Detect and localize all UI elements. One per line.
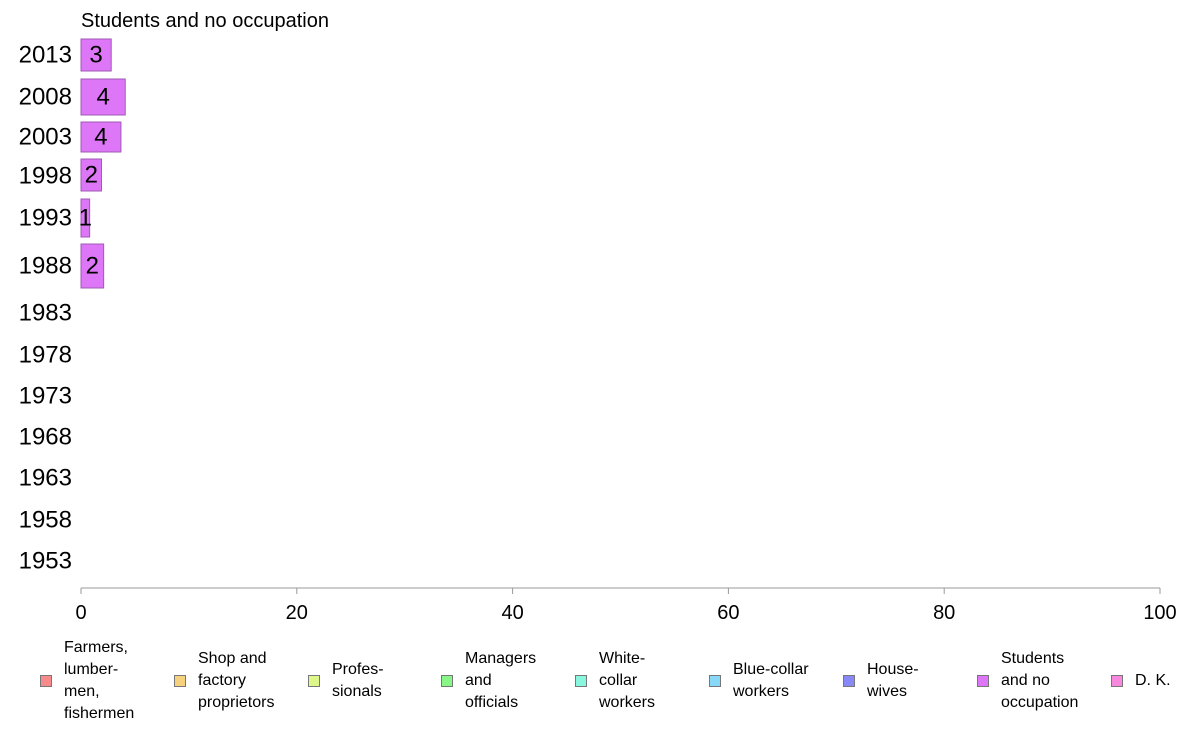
legend-item: Blue-collar workers (709, 659, 809, 703)
legend-swatch (308, 675, 320, 687)
data-label-1993: 1 (79, 205, 92, 232)
data-label-1988: 2 (86, 253, 99, 280)
y-tick-label-1988: 1988 (19, 253, 72, 280)
legend-swatch (575, 675, 587, 687)
legend-label: Managers and officials (465, 650, 537, 711)
legend: Farmers, lumber- men, fishermen Shop and … (0, 639, 1188, 732)
x-tick-label-100: 100 (1143, 602, 1176, 624)
x-tick-label-20: 20 (286, 602, 308, 624)
data-label-2003: 4 (94, 124, 107, 151)
legend-label: Students and no occupation (1001, 650, 1079, 711)
bar-2013 (80, 38, 112, 72)
legend-swatch (977, 675, 989, 687)
y-tick-label-2008: 2008 (19, 84, 72, 111)
legend-swatch (843, 675, 855, 687)
data-label-1998: 2 (85, 162, 98, 189)
legend-label: Farmers, lumber- men, fishermen (64, 639, 135, 722)
x-tick-label-80: 80 (933, 602, 955, 624)
y-tick-label-1968: 1968 (19, 424, 72, 451)
data-label-2013: 3 (89, 42, 102, 69)
legend-label: Profes- sionals (332, 661, 384, 700)
y-tick-label-1973: 1973 (19, 383, 72, 410)
x-tick-label-0: 0 (75, 602, 86, 624)
legend-label: Shop and factory proprietors (198, 650, 275, 711)
legend-swatch (709, 675, 721, 687)
legend-item: Students and no occupation (977, 648, 1078, 714)
legend-item: White- collar workers (575, 648, 655, 714)
legend-label: D. K. (1135, 672, 1171, 689)
y-tick-label-1998: 1998 (19, 163, 72, 190)
y-tick-label-2003: 2003 (19, 124, 72, 151)
bar-2008 (80, 78, 126, 116)
bar-2003 (80, 121, 122, 153)
legend-label: White- collar workers (599, 650, 656, 711)
x-tick-label-60: 60 (717, 602, 739, 624)
data-label-2008: 4 (96, 84, 109, 111)
legend-item: Managers and officials (441, 648, 536, 714)
y-tick-label-1983: 1983 (19, 300, 72, 327)
legend-swatch (40, 675, 52, 687)
legend-swatch (441, 675, 453, 687)
y-tick-label-1958: 1958 (19, 507, 72, 534)
legend-item: House- wives (843, 659, 919, 703)
y-tick-label-1953: 1953 (19, 548, 72, 575)
bar-chart: Students and no occupation20132008200319… (19, 10, 1177, 624)
legend-item: Profes- sionals (308, 659, 384, 703)
y-tick-label-1978: 1978 (19, 342, 72, 369)
bar-1988 (80, 243, 105, 289)
legend-label: Blue-collar workers (733, 661, 809, 700)
legend-item: Farmers, lumber- men, fishermen (40, 637, 134, 725)
x-tick-label-40: 40 (501, 602, 523, 624)
bar-1993 (80, 198, 91, 238)
legend-swatch (1111, 675, 1123, 687)
legend-swatch (174, 675, 186, 687)
legend-item: Shop and factory proprietors (174, 648, 274, 714)
y-tick-label-2013: 2013 (19, 42, 72, 69)
bar-1998 (80, 158, 103, 192)
chart-title: Students and no occupation (81, 10, 329, 32)
y-tick-label-1963: 1963 (19, 465, 72, 492)
legend-item: D. K. (1111, 670, 1171, 692)
legend-label: House- wives (867, 661, 919, 700)
y-tick-label-1993: 1993 (19, 205, 72, 232)
